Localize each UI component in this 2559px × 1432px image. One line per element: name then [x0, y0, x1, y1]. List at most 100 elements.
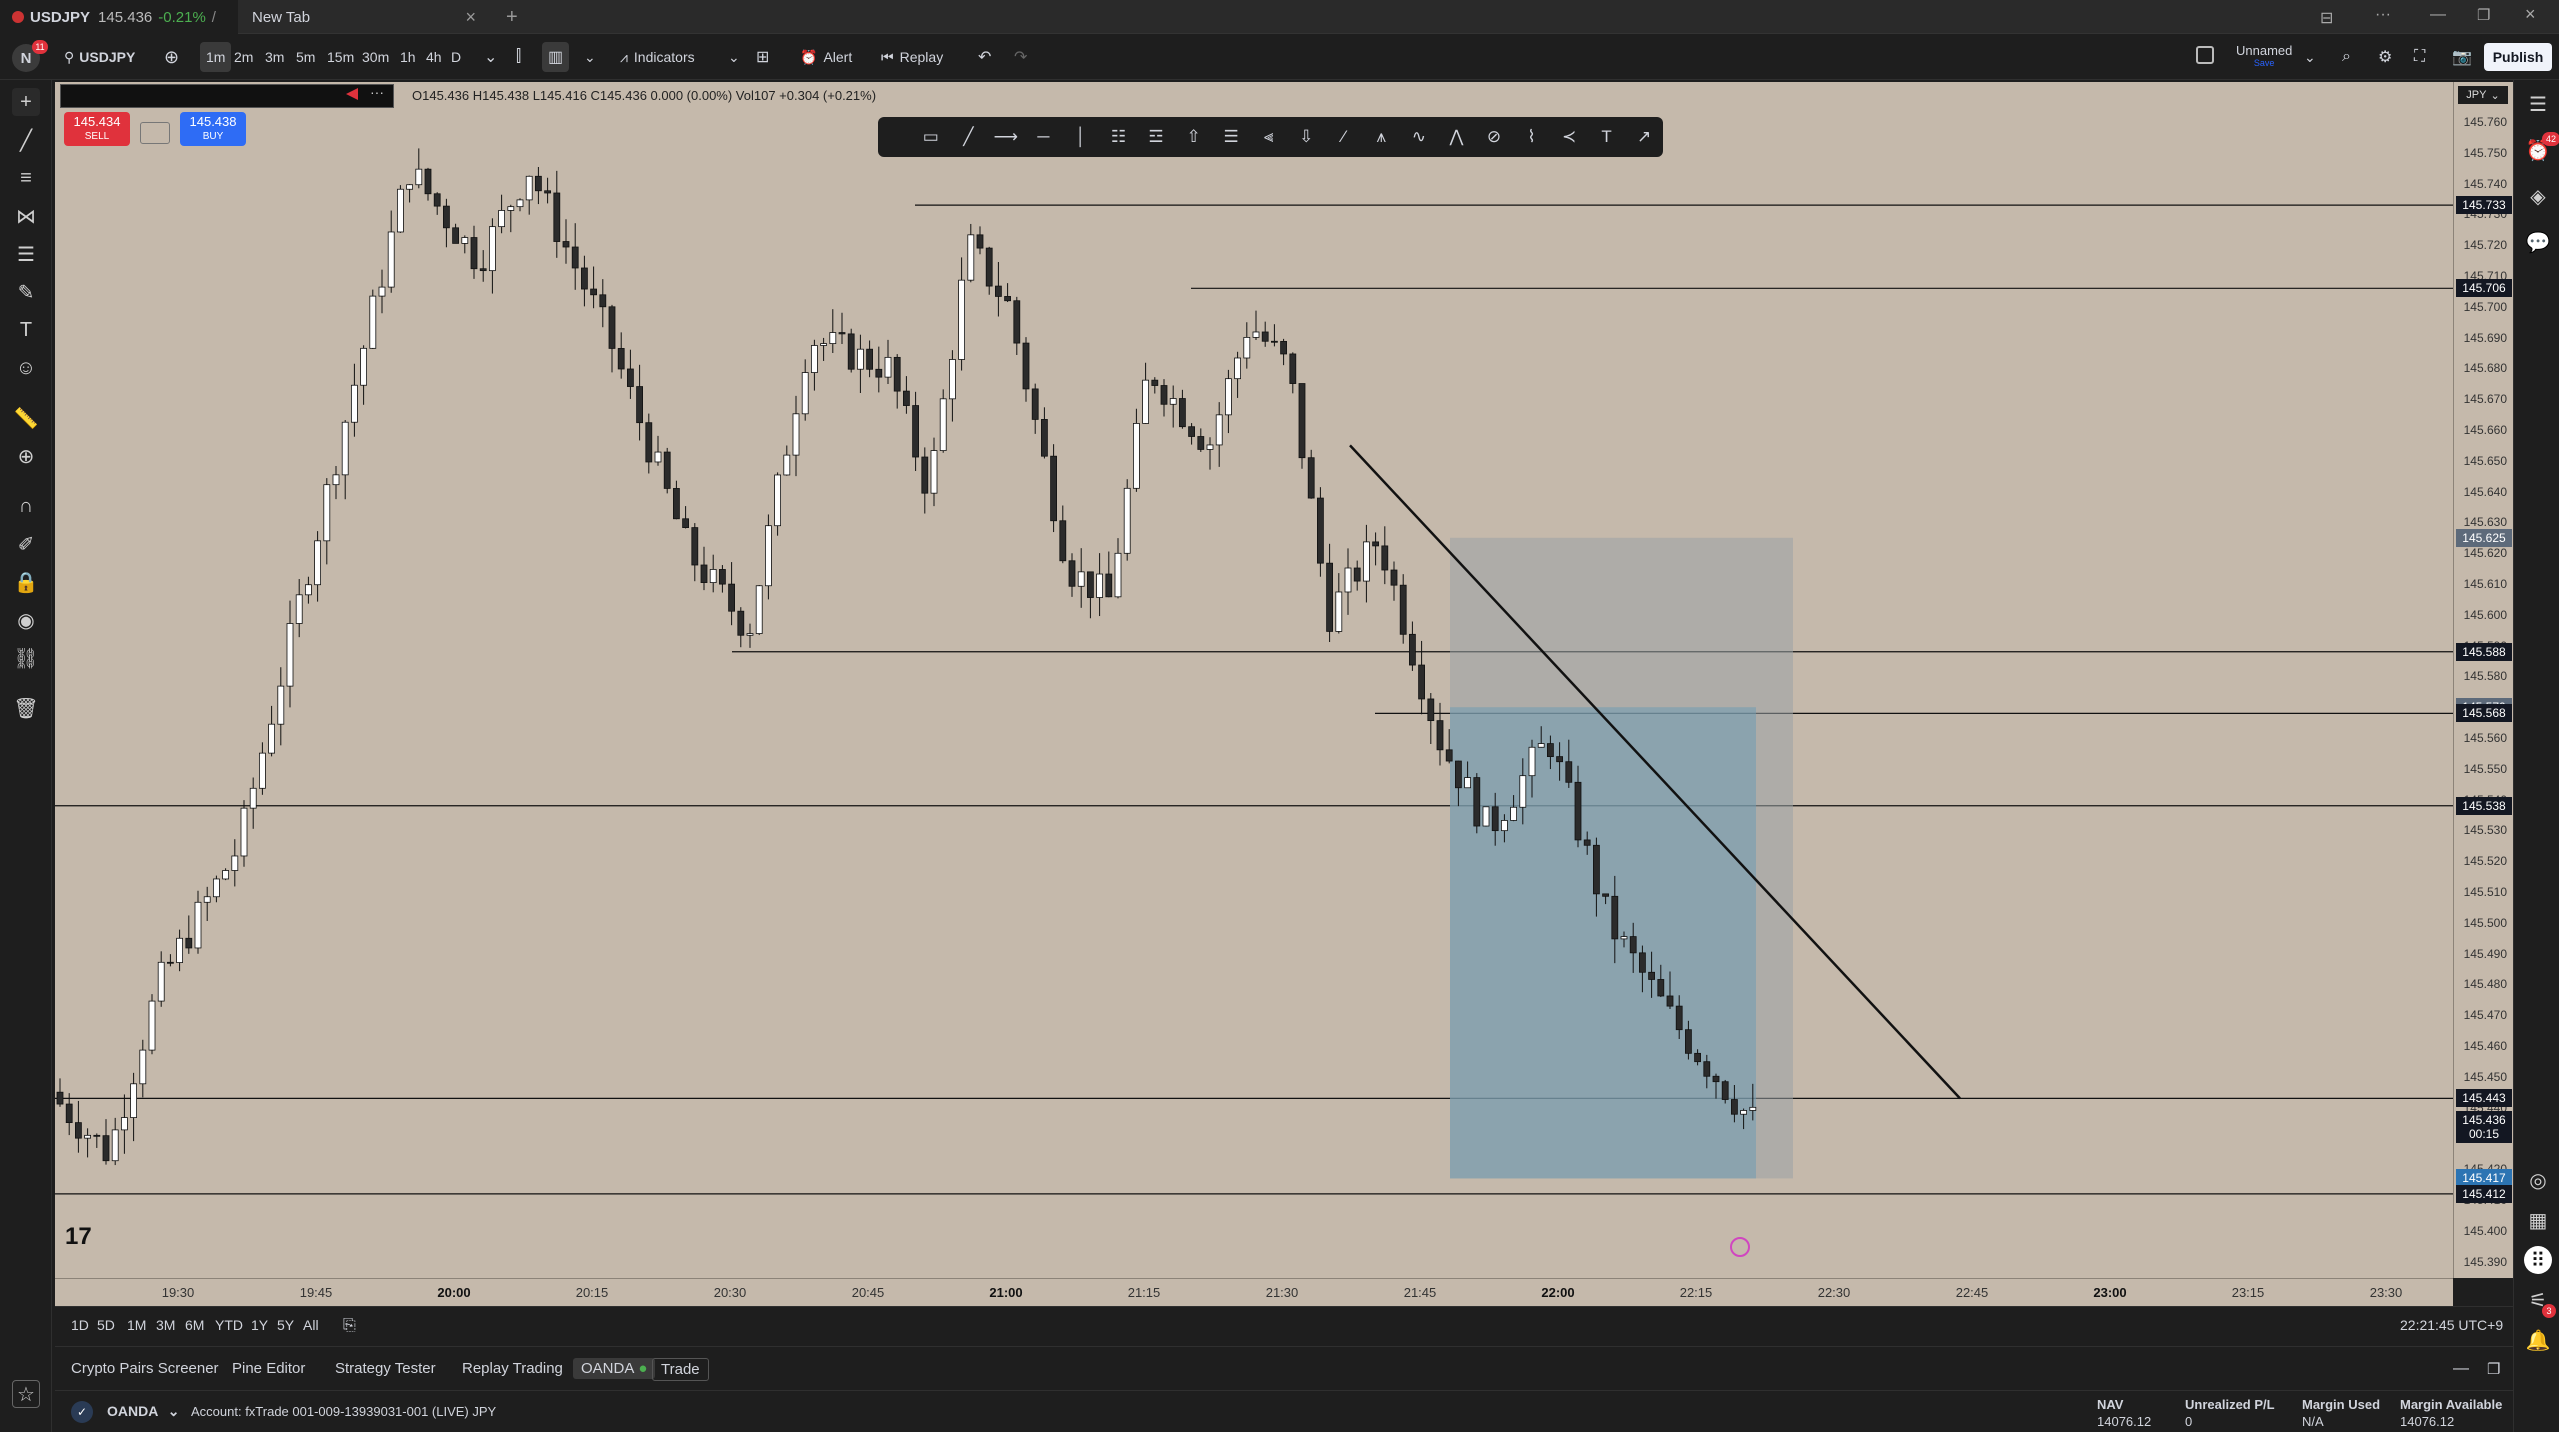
emoji-icon[interactable]: ☺	[15, 356, 37, 379]
minimize-icon[interactable]: —	[2430, 6, 2446, 23]
interval-15m[interactable]: 15m	[327, 49, 355, 65]
layout-save-icon[interactable]	[2196, 46, 2214, 64]
indicators-dropdown-icon[interactable]: ⌄	[728, 48, 740, 65]
trend-line-icon[interactable]: ╱	[963, 127, 974, 146]
price-axis[interactable]: JPY ⌄ 145.760 145.750 145.740 145.730 145.720…	[2453, 82, 2513, 1278]
zoom-in-icon[interactable]: ⊕	[17, 445, 35, 468]
range-all[interactable]: All	[303, 1317, 319, 1333]
rectangle-icon[interactable]: ▭	[922, 127, 939, 146]
text-icon[interactable]: T	[1601, 127, 1612, 146]
symbol-legend-box[interactable]	[60, 84, 394, 108]
interval-dropdown-icon[interactable]: ⌄	[484, 49, 498, 66]
chart-pane[interactable]: 17	[55, 82, 2453, 1278]
interval-4h[interactable]: 4h	[426, 49, 442, 65]
restore-icon[interactable]: ❐	[2477, 7, 2491, 24]
interval-5m[interactable]: 5m	[296, 49, 316, 65]
undo-icon[interactable]: ↶	[978, 49, 992, 66]
bar-type-icon[interactable]: ⫿	[516, 48, 522, 65]
range-6m[interactable]: 6M	[185, 1317, 205, 1333]
interval-d[interactable]: D	[451, 49, 462, 65]
vertical-line-icon[interactable]: │	[1075, 127, 1087, 146]
range-3m[interactable]: 3M	[156, 1317, 176, 1333]
apps-grid-icon[interactable]: ⠿	[2524, 1246, 2552, 1274]
sell-button[interactable]: 145.434 SELL	[64, 112, 130, 146]
eye-icon[interactable]: ◉	[17, 609, 35, 632]
interval-1h[interactable]: 1h	[400, 49, 416, 65]
trade-button[interactable]: Trade	[652, 1358, 709, 1381]
indicators-button[interactable]: ⩘ Indicators	[614, 42, 701, 72]
clock-readout[interactable]: 22:21:45 UTC+9	[2400, 1317, 2504, 1333]
forecast-icon[interactable]: ↗	[1637, 127, 1652, 146]
chart-type-dropdown-icon[interactable]: ⌄	[584, 48, 596, 65]
fib-retracement-icon[interactable]: ☰	[1223, 127, 1239, 146]
trend-line-icon[interactable]: ╱	[19, 129, 33, 152]
close-icon[interactable]: ×	[465, 6, 476, 27]
account-info[interactable]: Account: fxTrade 001-009-13939031-001 (L…	[191, 1404, 497, 1419]
tab-new[interactable]: New Tab ×	[240, 0, 486, 34]
broker-selector[interactable]: OANDA ⌄	[107, 1403, 179, 1420]
compare-plus-icon[interactable]: ⊕	[164, 46, 180, 67]
range-1m[interactable]: 1M	[127, 1317, 147, 1333]
alert-button[interactable]: ⏰ Alert	[794, 42, 858, 72]
time-axis[interactable]: 19:30 19:45 20:00 20:15 20:30 20:45 21:00 21:15…	[55, 1278, 2453, 1306]
target-icon[interactable]: ◎	[2529, 1169, 2547, 1192]
camera-icon[interactable]: 📷	[2452, 49, 2472, 66]
quick-search-icon[interactable]: ⌕	[2342, 48, 2351, 65]
favorites-star-icon[interactable]: ☆	[12, 1380, 40, 1408]
redo-icon[interactable]: ↷	[1014, 49, 1028, 66]
buy-button[interactable]: 145.438 BUY	[180, 112, 246, 146]
maximize-panel-icon[interactable]: ❐	[2487, 1361, 2501, 1378]
layout-dropdown-icon[interactable]: ⌄	[2304, 48, 2316, 65]
interval-2m[interactable]: 2m	[234, 49, 254, 65]
legend-more-icon[interactable]: ···	[370, 84, 384, 100]
lock-icon[interactable]: 🔒	[13, 571, 39, 594]
horizontal-ray-icon[interactable]: ⟶	[993, 127, 1019, 146]
fib-fan-icon[interactable]: ⫷	[1263, 127, 1274, 146]
pitchfork-icon[interactable]: ⋈	[16, 205, 36, 228]
link-icon[interactable]: ⛓	[13, 647, 39, 670]
new-tab-plus-icon[interactable]: +	[506, 5, 518, 28]
symbol-search[interactable]: ⚲ USDJPY	[58, 42, 141, 72]
calendar-icon[interactable]: ▦	[2528, 1209, 2548, 1232]
brush-icon[interactable]: ✎	[17, 281, 35, 304]
arrow-up-icon[interactable]: ⇧	[1186, 127, 1201, 146]
publish-button[interactable]: Publish	[2484, 43, 2552, 71]
tab-crypto-screener[interactable]: Crypto Pairs Screener	[71, 1360, 219, 1377]
elliott-wave-icon[interactable]: ∿	[1411, 127, 1426, 146]
replay-button[interactable]: ⏮ Replay	[875, 42, 949, 72]
tab-oanda[interactable]: OANDA ●	[573, 1358, 656, 1379]
arrow-down-icon[interactable]: ⇩	[1299, 127, 1314, 146]
stay-drawing-icon[interactable]: ✐	[17, 533, 35, 556]
candles-icon[interactable]: ▥	[542, 42, 570, 72]
layout-name-button[interactable]: Unnamed Save	[2236, 43, 2292, 68]
parallel-channel-icon[interactable]: ☷	[1110, 127, 1127, 146]
text-icon[interactable]: T	[19, 318, 33, 341]
range-1y[interactable]: 1Y	[251, 1317, 269, 1333]
tab-strategy-tester[interactable]: Strategy Tester	[335, 1360, 436, 1377]
templates-icon[interactable]: ⊞	[756, 49, 770, 66]
currency-selector[interactable]: JPY ⌄	[2458, 86, 2508, 104]
layers-icon[interactable]: ◈	[2530, 185, 2546, 208]
alerts-clock-icon[interactable]: ⏰	[2525, 139, 2551, 162]
xabcd-pattern-icon[interactable]: ⩚	[1376, 127, 1387, 146]
tab-replay-trading[interactable]: Replay Trading	[462, 1360, 563, 1377]
range-ytd[interactable]: YTD	[215, 1317, 243, 1333]
brush-icon[interactable]: ⁄	[1342, 127, 1346, 146]
settings-gear-icon[interactable]: ⚙	[2378, 49, 2393, 66]
layout-icon[interactable]: ⊟	[2320, 10, 2334, 27]
tab-pine-editor[interactable]: Pine Editor	[232, 1360, 306, 1377]
horizontal-line-icon[interactable]: ─	[1037, 127, 1050, 146]
fib-icon[interactable]: ☰	[17, 243, 35, 266]
fullscreen-icon[interactable]: ⛶	[2414, 48, 2426, 65]
bell-icon[interactable]: 🔔	[2525, 1329, 2551, 1352]
quantity-box[interactable]	[140, 122, 170, 144]
range-1d[interactable]: 1D	[71, 1317, 89, 1333]
polyline-icon[interactable]: ≺	[1561, 127, 1577, 146]
tab-usdjpy[interactable]: USDJPY 145.436 -0.21% /	[0, 0, 238, 34]
interval-30m[interactable]: 30m	[362, 49, 390, 65]
horizontal-lines-icon[interactable]: ≡	[20, 166, 32, 189]
range-5y[interactable]: 5Y	[277, 1317, 295, 1333]
trash-icon[interactable]: 🗑	[13, 697, 39, 720]
chat-icon[interactable]: 💬	[2525, 231, 2551, 254]
window-close-icon[interactable]: ×	[2525, 4, 2536, 24]
